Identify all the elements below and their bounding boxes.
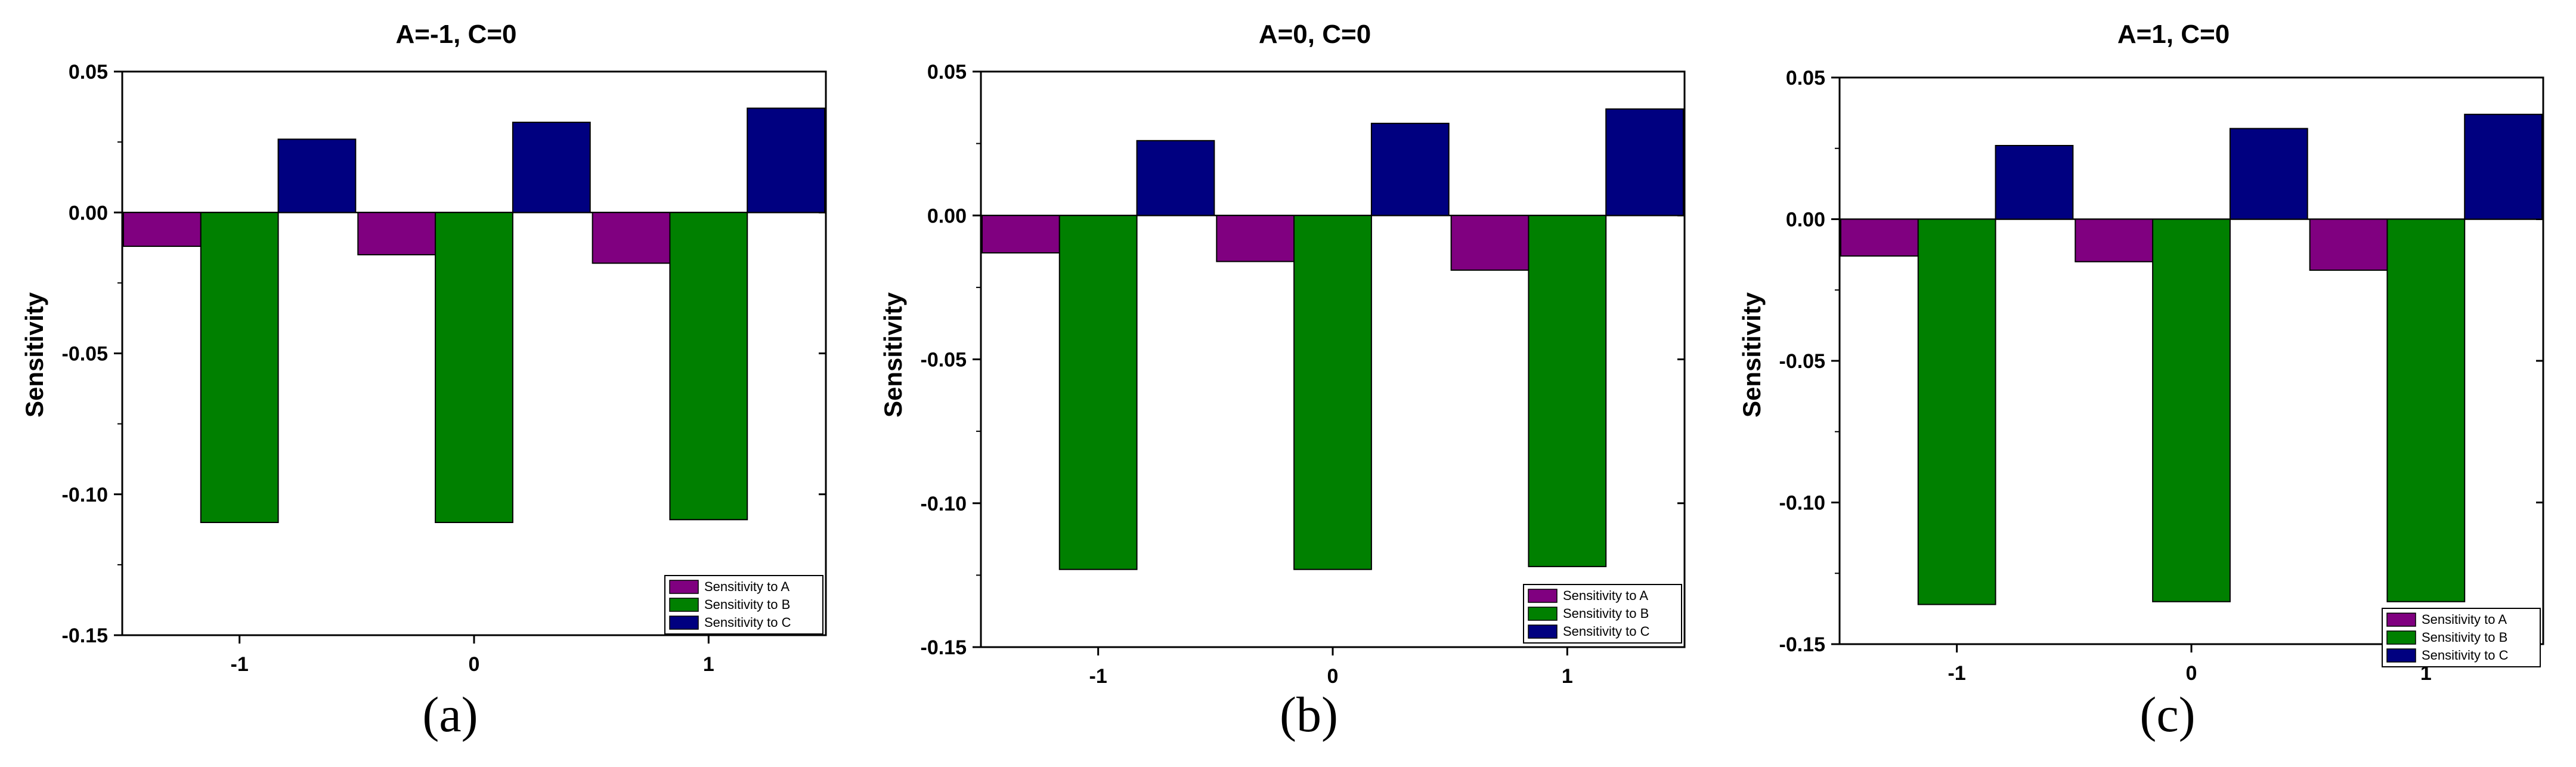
legend-label-c: Sensitivity to C: [704, 615, 791, 630]
legend-swatch-b: [1528, 607, 1558, 621]
bar-sensitivity-c-2: [512, 122, 591, 214]
panel-caption-b: (b): [1280, 687, 1338, 743]
bar-sensitivity-a-3: [1450, 215, 1530, 271]
y-tick-label: -0.05: [1779, 350, 1826, 373]
bar-sensitivity-c-3: [747, 107, 826, 214]
chart-panel-c: A=1, C=0 Sensitivity 0.05 0.00 -0.05 -0.10 -…: [1738, 20, 2544, 685]
bar-sensitivity-c-2: [1370, 122, 1450, 217]
bar-sensitivity-c-1: [1995, 145, 2074, 220]
x-tick-label: 1: [703, 653, 714, 676]
legend-label-b: Sensitivity to B: [1563, 606, 1649, 621]
x-tick-label: 0: [1327, 665, 1339, 688]
y-tick-label: -0.10: [62, 484, 109, 506]
bar-sensitivity-c-2: [2229, 128, 2308, 220]
chart-title: A=-1, C=0: [396, 20, 517, 49]
y-tick-label: -0.05: [62, 343, 109, 366]
bar-sensitivity-b-1: [1917, 218, 1996, 605]
legend-swatch-b: [2386, 630, 2416, 645]
bar-sensitivity-b-2: [1293, 215, 1372, 570]
legend-swatch-c: [1528, 624, 1558, 639]
x-tick-label: 1: [2420, 662, 2432, 685]
bar-sensitivity-a-1: [122, 212, 202, 247]
legend-label-c: Sensitivity to C: [2422, 648, 2509, 663]
y-axis-label: Sensitivity: [20, 292, 48, 417]
bar-sensitivity-a-1: [1840, 218, 1919, 257]
y-tick-label: -0.15: [1779, 633, 1826, 656]
y-tick-label: -0.05: [921, 349, 967, 372]
legend-label-a: Sensitivity to A: [1563, 588, 1648, 603]
bar-sensitivity-c-1: [277, 138, 357, 214]
panel-caption-c: (c): [2140, 687, 2196, 743]
panel-caption-a: (a): [422, 687, 478, 743]
x-tick-label: -1: [231, 653, 249, 676]
bar-sensitivity-b-2: [2152, 218, 2231, 602]
y-tick-label: 0.00: [69, 202, 108, 224]
bar-sensitivity-a-3: [2309, 218, 2388, 271]
chart-title: A=1, C=0: [2117, 20, 2230, 49]
legend-swatch-a: [2386, 613, 2416, 627]
bar-sensitivity-b-1: [1058, 215, 1138, 570]
y-tick-label: 0.05: [69, 61, 108, 83]
x-tick-label: -1: [1948, 662, 1966, 685]
y-tick-label: -0.15: [62, 624, 109, 647]
bar-sensitivity-a-2: [357, 212, 436, 256]
y-tick-label: 0.00: [927, 205, 967, 227]
y-tick-label: -0.15: [921, 636, 967, 659]
bar-sensitivity-b-1: [200, 212, 279, 523]
x-tick-label: 1: [1562, 665, 1573, 688]
chart-panel-b: A=0, C=0 Sensitivity 0.05 0.00 -0.05 -0.10 -…: [879, 20, 1686, 688]
legend-label-a: Sensitivity to A: [704, 579, 789, 594]
legend-label-b: Sensitivity to B: [2422, 630, 2507, 645]
legend-swatch-a: [1528, 589, 1558, 603]
chart-panel-a: A=-1, C=0 Sensitivity 0.05 0.00 -0.05 -0.10…: [20, 20, 827, 676]
y-tick-label: 0.00: [1786, 209, 1825, 231]
bar-sensitivity-b-2: [435, 212, 513, 523]
y-tick-label: -0.10: [921, 493, 967, 515]
bar-sensitivity-b-3: [1528, 215, 1607, 567]
y-axis-label: Sensitivity: [879, 292, 907, 417]
bar-sensitivity-c-3: [2464, 113, 2543, 220]
legend-swatch-a: [669, 580, 699, 594]
y-tick-label: 0.05: [927, 61, 967, 83]
legend-swatch-c: [2386, 648, 2416, 663]
y-tick-label: 0.05: [1786, 67, 1825, 89]
bar-sensitivity-a-1: [981, 215, 1060, 253]
bar-sensitivity-b-3: [2386, 218, 2466, 602]
bar-sensitivity-c-3: [1605, 108, 1685, 217]
legend-swatch-b: [669, 598, 699, 612]
bar-sensitivity-a-2: [1216, 215, 1295, 262]
legend-label-b: Sensitivity to B: [704, 597, 790, 612]
legend-label-a: Sensitivity to A: [2422, 612, 2507, 627]
x-tick-label: 0: [2186, 662, 2197, 685]
bar-sensitivity-a-3: [592, 212, 671, 264]
legend-swatch-c: [669, 616, 699, 630]
y-tick-label: -0.10: [1779, 492, 1826, 515]
x-tick-label: 0: [469, 653, 480, 676]
y-axis-label: Sensitivity: [1738, 292, 1766, 417]
bar-sensitivity-c-1: [1136, 140, 1215, 217]
bar-sensitivity-b-3: [669, 212, 748, 521]
x-tick-label: -1: [1089, 665, 1107, 688]
chart-title: A=0, C=0: [1259, 20, 1371, 49]
bar-sensitivity-a-2: [2075, 218, 2154, 262]
legend-label-c: Sensitivity to C: [1563, 624, 1650, 639]
